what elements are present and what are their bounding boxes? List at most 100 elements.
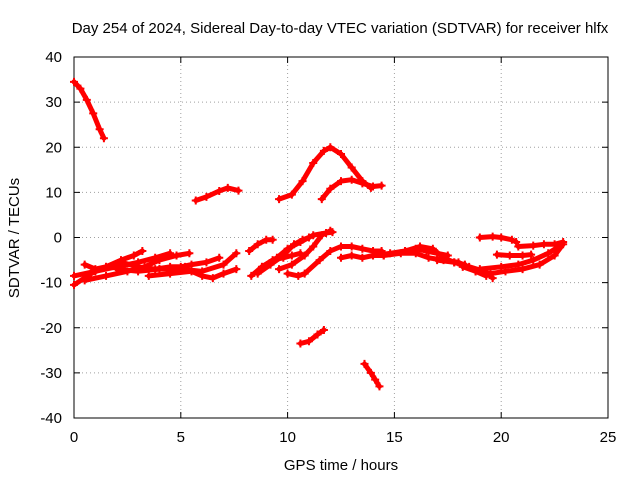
data-point-marker: [375, 382, 384, 391]
series-arc-12: [245, 235, 277, 256]
data-point-marker: [347, 163, 356, 172]
x-tick-label: 0: [70, 429, 78, 446]
data-point-marker: [219, 269, 228, 278]
series-arc-11: [155, 253, 224, 274]
data-point-marker: [358, 253, 367, 262]
data-point-marker: [116, 258, 125, 267]
series-trace: [285, 244, 385, 279]
data-point-marker: [275, 195, 284, 204]
data-point-marker: [247, 271, 256, 280]
data-point-marker: [401, 247, 410, 256]
data-point-marker: [187, 267, 196, 276]
data-point-marker: [155, 256, 164, 265]
data-point-marker: [535, 260, 544, 269]
y-tick-label: -20: [40, 320, 62, 337]
data-point-marker: [550, 240, 559, 249]
data-point-marker: [347, 175, 356, 184]
data-point-marker: [223, 183, 232, 192]
data-point-marker: [80, 276, 89, 285]
data-point-marker: [70, 77, 78, 86]
data-point-marker: [529, 241, 538, 250]
data-point-marker: [215, 187, 224, 196]
data-point-marker: [337, 242, 345, 251]
data-point-marker: [315, 256, 324, 265]
data-point-marker: [358, 179, 367, 188]
data-point-marker: [215, 253, 224, 262]
data-point-marker: [514, 260, 523, 269]
series-arc-28: [296, 326, 328, 348]
series-arc-29: [360, 359, 384, 391]
data-point-marker: [337, 150, 345, 159]
data-point-marker: [369, 251, 378, 260]
data-point-marker: [82, 95, 91, 104]
data-point-marker: [411, 244, 420, 253]
data-point-marker: [304, 337, 313, 346]
data-point-marker: [505, 251, 514, 260]
data-point-marker: [287, 260, 296, 269]
data-point-marker: [450, 258, 459, 267]
data-point-marker: [319, 146, 328, 155]
y-tick-label: 40: [45, 49, 62, 66]
data-point-marker: [187, 260, 196, 269]
data-point-marker: [272, 253, 281, 262]
data-point-marker: [326, 143, 335, 152]
data-point-marker: [80, 260, 89, 269]
data-point-marker: [283, 269, 292, 278]
y-tick-label: 30: [45, 94, 62, 111]
data-point-marker: [76, 84, 85, 93]
data-point-marker: [529, 256, 538, 265]
data-point-marker: [360, 359, 369, 368]
data-point-marker: [99, 134, 108, 143]
data-point-marker: [369, 182, 378, 191]
axis-ticks: 0 5 10 15 20 25 -40 -30 -20 -10 0 10 20 30 40: [40, 49, 616, 446]
data-point-marker: [471, 267, 480, 276]
series-arc-21: [401, 244, 452, 260]
data-point-marker: [296, 339, 305, 348]
data-point-marker: [492, 250, 501, 259]
data-point-marker: [313, 330, 322, 339]
data-point-marker: [514, 242, 523, 251]
data-point-marker: [347, 242, 356, 251]
series-arc-24: [475, 242, 563, 274]
data-point-marker: [191, 196, 200, 205]
data-point-marker: [172, 251, 181, 260]
data-point-marker: [443, 251, 452, 260]
data-point-marker: [166, 269, 175, 278]
data-point-marker: [518, 265, 527, 274]
data-point-marker: [253, 269, 262, 278]
x-tick-label: 15: [386, 429, 403, 446]
series-arc-2: [191, 183, 243, 205]
data-point-marker: [486, 269, 495, 278]
data-point-marker: [326, 184, 335, 193]
data-point-marker: [275, 265, 284, 274]
x-tick-label: 5: [177, 429, 185, 446]
series-trace: [193, 185, 241, 203]
data-point-marker: [245, 247, 254, 256]
data-point-marker: [283, 244, 292, 253]
data-point-marker: [202, 258, 211, 267]
data-point-marker: [559, 238, 568, 247]
data-point-marker: [129, 251, 138, 260]
data-point-marker: [91, 265, 100, 274]
series-arc-1: [70, 77, 108, 143]
data-point-marker: [198, 271, 207, 280]
series-arc-26: [514, 238, 568, 251]
data-point-marker: [527, 250, 536, 259]
data-point-marker: [294, 271, 303, 280]
data-point-marker: [317, 195, 326, 204]
series-trace: [297, 327, 327, 346]
x-tick-label: 20: [493, 429, 510, 446]
data-point-marker: [518, 251, 527, 260]
data-point-marker: [300, 251, 309, 260]
data-point-marker: [326, 247, 335, 256]
series-trace: [494, 252, 534, 258]
data-point-marker: [268, 235, 277, 244]
data-point-marker: [287, 190, 296, 199]
data-point-marker: [202, 192, 211, 201]
data-point-marker: [70, 271, 78, 280]
data-point-marker: [337, 177, 345, 186]
data-point-marker: [326, 226, 335, 235]
data-point-marker: [488, 232, 497, 241]
data-point-marker: [544, 249, 553, 258]
